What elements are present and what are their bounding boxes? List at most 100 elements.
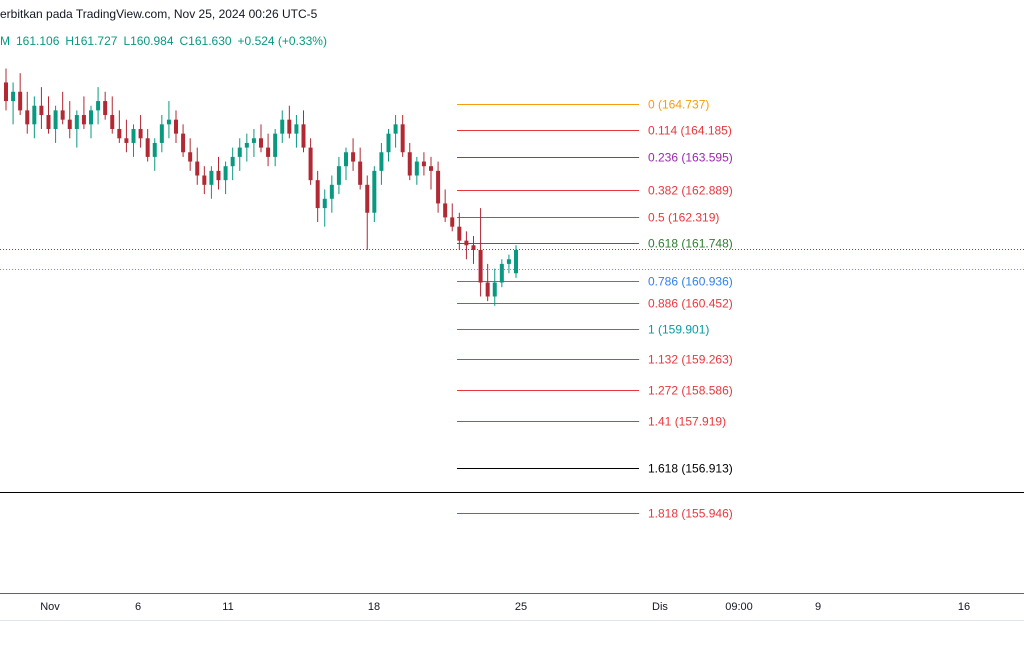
candle-body-32 [230, 156, 235, 167]
candle-body-55 [393, 124, 398, 134]
time-axis[interactable]: Nov 6 11 18 25 Dis 09:00 9 16 [0, 593, 1024, 621]
candle-body-57 [407, 152, 412, 176]
fib-label-11: 1.41 (157.919) [648, 415, 726, 429]
horizontal-lines [0, 249, 1024, 493]
fib-label-6: 0.786 (160.936) [648, 275, 733, 289]
candle-body-40 [287, 119, 292, 134]
candle-body-68 [485, 282, 490, 297]
candle-body-12 [89, 110, 93, 125]
candle-body-14 [103, 101, 108, 116]
candle-body-46 [329, 184, 334, 199]
candle-body-26 [188, 152, 193, 162]
candle-body-60 [429, 166, 433, 171]
fib-label-7: 0.886 (160.452) [648, 297, 733, 311]
fib-label-5: 0.618 (161.748) [648, 237, 733, 251]
candle-body-65 [464, 240, 469, 246]
low-value: L160.984 [123, 34, 174, 48]
candle-body-58 [414, 161, 419, 176]
candle-body-56 [400, 124, 405, 153]
candle-body-9 [67, 119, 72, 129]
candle-body-63 [450, 217, 455, 227]
time-tick-label-0: Nov [40, 601, 60, 613]
time-tick-label-1: 6 [135, 601, 141, 613]
candle-body-22 [159, 124, 164, 143]
candle-body-33 [237, 147, 242, 157]
candlestick-series [4, 68, 518, 306]
candle-body-41 [294, 124, 299, 134]
candle-body-44 [315, 180, 320, 209]
time-tick-label-6: 09:00 [725, 601, 753, 613]
candle-body-1 [11, 91, 16, 102]
candle-body-71 [506, 259, 511, 264]
candle-body-51 [365, 184, 370, 213]
candle-body-66 [471, 245, 476, 250]
candle-body-3 [25, 110, 30, 125]
candle-body-36 [259, 138, 263, 148]
candle-body-70 [499, 263, 504, 283]
candle-body-47 [336, 166, 341, 185]
fib-label-9: 1.132 (159.263) [648, 353, 733, 367]
candle-body-10 [74, 115, 79, 129]
close-value: C161.630 [179, 34, 232, 48]
candle-body-59 [421, 161, 426, 167]
candle-body-23 [166, 119, 171, 125]
candle-body-54 [386, 133, 391, 153]
candle-body-18 [131, 128, 136, 143]
fib-label-10: 1.272 (158.586) [648, 384, 733, 398]
candle-body-35 [251, 138, 256, 143]
candle-body-19 [138, 128, 143, 139]
high-value: H161.727 [65, 34, 118, 48]
candle-body-2 [18, 91, 23, 111]
candle-body-11 [81, 115, 86, 125]
candle-body-28 [202, 175, 207, 185]
candle-body-72 [514, 249, 518, 274]
candle-body-5 [39, 105, 44, 116]
candle-body-6 [46, 115, 51, 129]
candle-body-27 [195, 161, 200, 176]
candle-body-4 [32, 105, 37, 125]
candle-body-69 [492, 282, 497, 297]
candle-body-53 [379, 152, 384, 171]
candle-body-21 [152, 142, 157, 157]
candle-body-31 [223, 166, 228, 181]
candle-body-24 [174, 119, 178, 134]
candle-body-30 [216, 170, 221, 181]
time-tick-label-2: 11 [222, 601, 233, 613]
fib-label-12: 1.618 (156.913) [648, 462, 733, 476]
candle-body-52 [372, 170, 377, 213]
open-value: 161.106 [16, 34, 60, 48]
candle-body-17 [124, 138, 129, 143]
candle-body-20 [145, 138, 150, 157]
candle-body-37 [266, 147, 271, 157]
candle-body-48 [344, 152, 348, 167]
candle-body-67 [478, 249, 483, 283]
candle-body-25 [181, 133, 186, 153]
candle-body-0 [4, 82, 8, 102]
candle-body-39 [280, 119, 285, 134]
candle-body-15 [110, 115, 115, 129]
time-tick-label-4: 25 [515, 601, 527, 613]
ohlc-legend: M 161.106 H161.727 L160.984 C161.630 +0.524 (… [0, 34, 333, 48]
fib-label-8: 1 (159.901) [648, 323, 709, 337]
candle-body-50 [358, 161, 363, 185]
candle-body-62 [443, 203, 448, 218]
candle-body-42 [301, 124, 306, 148]
change-value: +0.524 (+0.33%) [237, 34, 327, 48]
fib-label-0: 0 (164.737) [648, 98, 709, 112]
candle-body-13 [96, 101, 101, 111]
candle-body-43 [308, 147, 313, 181]
candle-body-16 [117, 128, 122, 139]
fibonacci-retracement[interactable]: 0 (164.737) 0.114 (164.185) 0.236 (163.595… [457, 98, 733, 521]
symbol-prefix: M [0, 34, 10, 48]
publish-info: erbitkan pada TradingView.com, Nov 25, 2… [0, 7, 318, 21]
candle-body-8 [60, 110, 65, 120]
candle-body-61 [436, 170, 441, 204]
time-tick-label-7: 9 [815, 601, 821, 613]
fib-label-13: 1.818 (155.946) [648, 507, 733, 521]
candle-body-34 [244, 142, 249, 148]
time-tick-label-3: 18 [368, 601, 380, 613]
fib-label-4: 0.5 (162.319) [648, 211, 719, 225]
candle-body-7 [53, 110, 58, 129]
candle-body-64 [457, 226, 462, 241]
